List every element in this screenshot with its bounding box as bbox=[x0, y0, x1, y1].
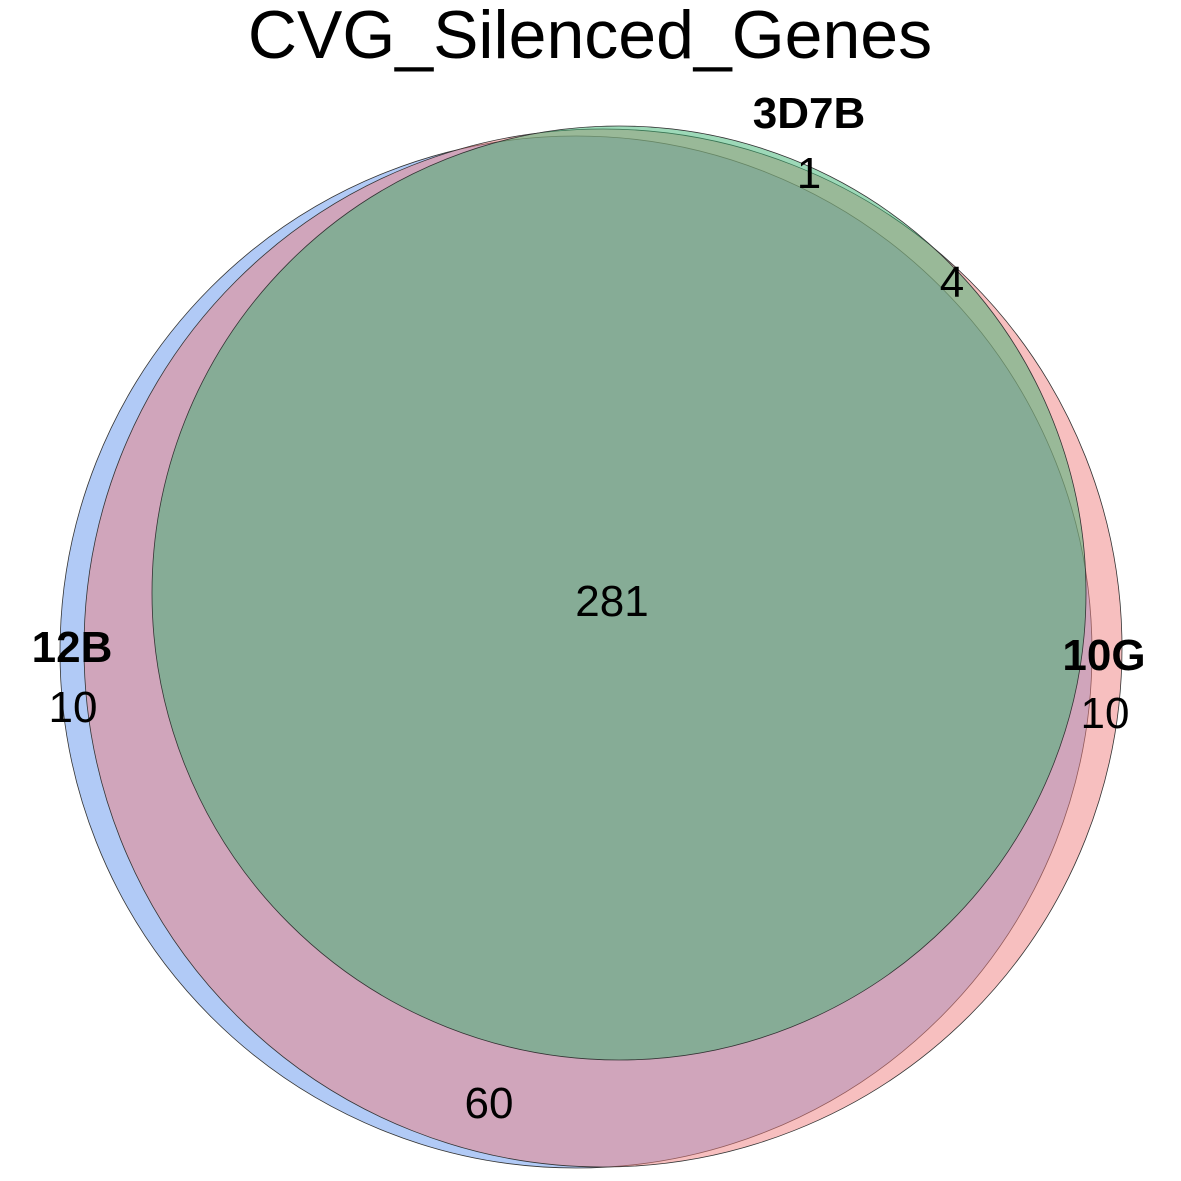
count-3d7b-only: 1 bbox=[797, 149, 821, 198]
count-all-three: 281 bbox=[575, 577, 648, 626]
count-10g-only: 10 bbox=[1081, 689, 1130, 738]
diagram-title: CVG_Silenced_Genes bbox=[248, 0, 932, 73]
set-label-10g: 10G bbox=[1062, 631, 1145, 680]
set-label-12b: 12B bbox=[32, 623, 113, 672]
set-circle-3d7b bbox=[151, 125, 1087, 1061]
count-10g-3d7b: 4 bbox=[940, 258, 964, 307]
set-label-3d7b: 3D7B bbox=[753, 89, 866, 138]
count-12b-only: 10 bbox=[49, 683, 98, 732]
count-12b-10g: 60 bbox=[465, 1079, 514, 1128]
